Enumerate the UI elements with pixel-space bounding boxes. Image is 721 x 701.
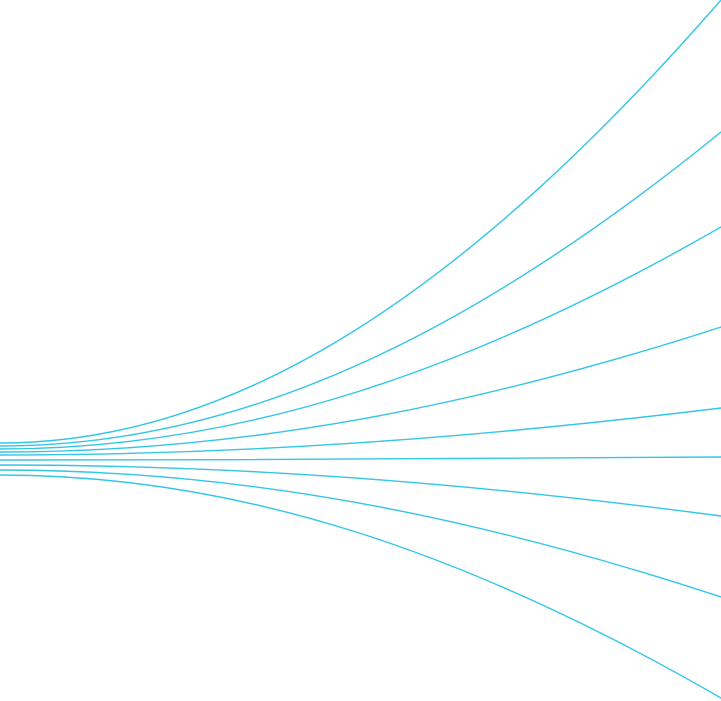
fan-line-4 bbox=[0, 326, 721, 453]
fan-line-5 bbox=[0, 407, 721, 456]
fan-line-8 bbox=[0, 469, 721, 598]
fan-line-7 bbox=[0, 464, 721, 517]
fan-line-3 bbox=[0, 226, 721, 450]
fan-line-6 bbox=[0, 456, 721, 461]
fan-line-9 bbox=[0, 474, 721, 699]
fan-line-1 bbox=[0, 0, 721, 444]
fan-line-2 bbox=[0, 131, 721, 447]
